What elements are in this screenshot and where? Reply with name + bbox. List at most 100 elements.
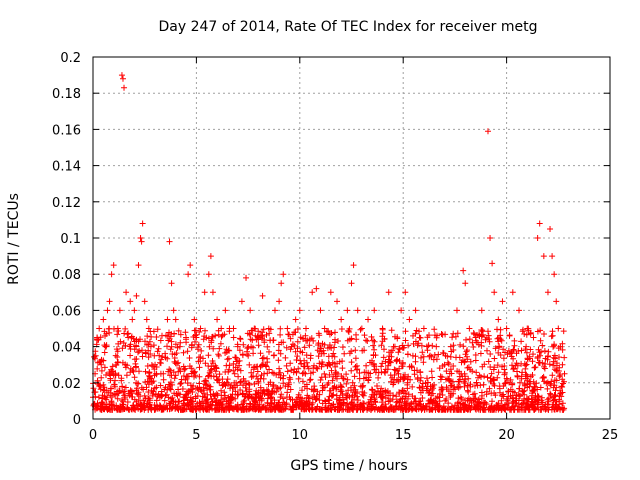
y-tick-label: 0.02 <box>52 377 81 392</box>
data-point <box>484 128 491 135</box>
data-point <box>516 307 523 314</box>
data-point <box>125 334 132 341</box>
data-point <box>135 262 142 269</box>
data-point <box>540 253 547 260</box>
data-point <box>214 316 221 323</box>
data-point <box>102 343 109 350</box>
data-point <box>114 325 121 332</box>
data-point <box>147 343 154 350</box>
data-point <box>271 307 278 314</box>
data-point <box>303 325 310 332</box>
x-tick-label: 5 <box>192 428 200 443</box>
data-point <box>218 325 225 332</box>
data-point <box>185 271 192 278</box>
data-point <box>116 307 123 314</box>
data-point <box>365 316 372 323</box>
scatter-points-dense <box>90 325 568 413</box>
data-point <box>259 292 266 299</box>
data-point <box>141 298 148 305</box>
data-point <box>559 361 566 368</box>
data-point <box>489 260 496 267</box>
data-point <box>495 316 502 323</box>
data-point <box>509 289 516 296</box>
dense-data-cloud <box>90 325 568 413</box>
data-point <box>412 307 419 314</box>
data-point <box>334 298 341 305</box>
data-point <box>106 298 113 305</box>
data-point <box>207 253 214 260</box>
data-point <box>296 307 303 314</box>
data-point <box>108 271 115 278</box>
data-point <box>354 307 361 314</box>
data-point <box>191 316 198 323</box>
data-point <box>205 271 212 278</box>
y-tick-label: 0.2 <box>60 51 81 66</box>
data-point <box>110 262 117 269</box>
data-point <box>127 298 134 305</box>
data-point <box>549 253 556 260</box>
data-point <box>278 280 285 287</box>
data-point <box>112 352 119 359</box>
data-point <box>544 289 551 296</box>
y-tick-label: 0.08 <box>52 268 81 283</box>
data-point <box>209 289 216 296</box>
data-point <box>187 262 194 269</box>
y-axis-label: ROTI / TECUs <box>6 193 22 285</box>
data-point <box>344 307 351 314</box>
data-point <box>139 220 146 227</box>
data-point <box>160 370 167 377</box>
data-point <box>243 274 250 281</box>
data-point <box>251 325 258 332</box>
data-point <box>137 235 144 241</box>
data-point <box>119 75 126 82</box>
data-point <box>466 325 473 332</box>
y-tick-label: 0.18 <box>52 87 81 102</box>
data-point <box>292 316 299 323</box>
data-point <box>145 325 152 332</box>
data-point <box>530 334 537 341</box>
data-point <box>104 307 111 314</box>
data-point <box>321 325 328 332</box>
y-tick-label: 0.1 <box>60 232 81 247</box>
data-point <box>385 289 392 296</box>
data-point <box>201 289 208 296</box>
data-point <box>170 307 177 314</box>
y-tick-label: 0.12 <box>52 196 81 211</box>
data-point <box>536 220 543 227</box>
data-point <box>462 280 469 287</box>
data-point <box>453 307 460 314</box>
data-point <box>398 307 405 314</box>
data-point <box>460 267 467 274</box>
data-point <box>555 325 562 332</box>
data-point <box>499 298 506 305</box>
data-point <box>371 307 378 314</box>
data-point <box>553 298 560 305</box>
data-point <box>238 298 245 305</box>
data-point <box>94 334 101 341</box>
data-point <box>176 343 183 350</box>
data-point <box>255 334 262 341</box>
data-point <box>427 352 434 359</box>
data-point <box>133 292 140 299</box>
data-point <box>447 343 454 350</box>
data-point <box>288 343 295 350</box>
data-point <box>402 289 409 296</box>
data-point <box>118 72 125 79</box>
data-point <box>166 238 173 245</box>
data-point <box>317 307 324 314</box>
data-point <box>478 307 485 314</box>
data-point <box>491 289 498 296</box>
data-point <box>350 262 357 269</box>
y-tick-label: 0.06 <box>52 304 81 319</box>
data-point <box>406 316 413 323</box>
data-point <box>420 325 427 332</box>
data-point <box>503 325 510 332</box>
data-point <box>96 325 103 332</box>
data-point <box>534 235 541 241</box>
axis-ticks: 0 5 10 15 20 25 0 0.02 0.04 0.06 0.08 0.1 0.12 0.14 0.… <box>52 51 618 443</box>
y-tick-label: 0 <box>73 413 81 428</box>
data-point <box>172 316 179 323</box>
data-point <box>327 289 334 296</box>
data-point <box>379 325 386 332</box>
